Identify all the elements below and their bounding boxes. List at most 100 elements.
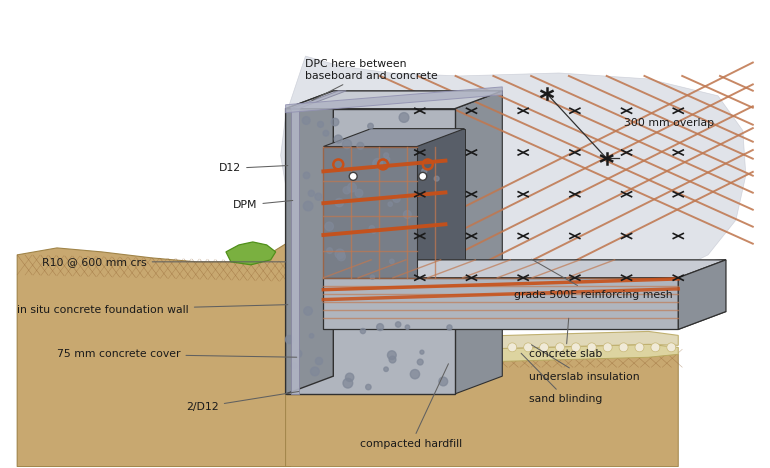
Text: concrete slab: concrete slab: [529, 318, 602, 359]
Polygon shape: [678, 260, 726, 329]
Circle shape: [377, 324, 383, 330]
Circle shape: [387, 351, 397, 359]
Circle shape: [310, 334, 313, 338]
Circle shape: [571, 343, 581, 352]
Circle shape: [439, 377, 447, 386]
Circle shape: [325, 222, 333, 231]
Circle shape: [399, 113, 409, 122]
Circle shape: [365, 343, 373, 352]
Polygon shape: [290, 91, 346, 109]
Circle shape: [383, 153, 389, 158]
Circle shape: [370, 275, 374, 279]
Circle shape: [555, 343, 564, 352]
Circle shape: [373, 159, 383, 168]
Circle shape: [346, 373, 353, 381]
Circle shape: [372, 229, 376, 233]
Circle shape: [343, 139, 352, 149]
Polygon shape: [286, 91, 333, 394]
Circle shape: [396, 322, 401, 327]
Circle shape: [476, 343, 485, 352]
Circle shape: [447, 325, 452, 330]
Circle shape: [310, 367, 320, 376]
Circle shape: [492, 343, 501, 352]
Polygon shape: [296, 344, 678, 367]
Circle shape: [635, 343, 644, 352]
Text: R10 @ 600 mm crs: R10 @ 600 mm crs: [42, 257, 286, 267]
Circle shape: [393, 195, 400, 202]
Text: grade 500E reinforcing mesh: grade 500E reinforcing mesh: [514, 259, 673, 300]
Polygon shape: [286, 109, 454, 394]
Circle shape: [294, 350, 302, 358]
Circle shape: [343, 378, 353, 388]
Circle shape: [337, 253, 346, 261]
Circle shape: [540, 343, 548, 352]
Circle shape: [286, 336, 293, 344]
Circle shape: [343, 187, 350, 194]
Circle shape: [651, 343, 660, 352]
Polygon shape: [290, 109, 299, 394]
Polygon shape: [323, 146, 417, 278]
Circle shape: [317, 121, 323, 127]
Circle shape: [333, 343, 342, 352]
Polygon shape: [17, 244, 290, 467]
Circle shape: [304, 307, 313, 315]
Text: underslab insulation: underslab insulation: [529, 345, 640, 382]
Circle shape: [368, 123, 373, 129]
Circle shape: [355, 189, 363, 197]
Circle shape: [303, 201, 313, 211]
Circle shape: [357, 142, 363, 149]
Circle shape: [316, 358, 323, 365]
Circle shape: [417, 359, 424, 365]
Polygon shape: [280, 56, 746, 288]
Polygon shape: [323, 278, 678, 329]
Circle shape: [383, 367, 388, 372]
Circle shape: [350, 172, 357, 180]
Circle shape: [388, 202, 393, 206]
Text: 2/D12: 2/D12: [186, 392, 299, 412]
Polygon shape: [226, 242, 276, 265]
Circle shape: [588, 343, 596, 352]
Circle shape: [386, 157, 390, 161]
Circle shape: [369, 226, 374, 231]
Polygon shape: [323, 312, 726, 329]
Circle shape: [334, 135, 342, 143]
Circle shape: [419, 172, 427, 180]
Circle shape: [403, 211, 411, 219]
Polygon shape: [286, 336, 678, 467]
Text: sand blinding: sand blinding: [521, 353, 602, 404]
Text: DPC here between
baseboard and concrete: DPC here between baseboard and concrete: [306, 59, 438, 101]
Circle shape: [428, 343, 437, 352]
Circle shape: [291, 363, 297, 368]
Polygon shape: [286, 87, 502, 113]
Text: compacted hardfill: compacted hardfill: [360, 364, 462, 449]
Circle shape: [507, 343, 517, 352]
Circle shape: [405, 325, 410, 329]
Polygon shape: [286, 91, 502, 109]
Circle shape: [460, 343, 469, 352]
Circle shape: [317, 343, 326, 352]
Circle shape: [413, 343, 421, 352]
Circle shape: [667, 343, 676, 352]
Circle shape: [422, 168, 427, 174]
Circle shape: [434, 176, 439, 181]
Circle shape: [308, 190, 314, 197]
Polygon shape: [299, 331, 678, 354]
Circle shape: [366, 384, 371, 390]
Circle shape: [301, 343, 310, 352]
Circle shape: [326, 248, 333, 254]
Circle shape: [619, 343, 628, 352]
Text: 75 mm concrete cover: 75 mm concrete cover: [57, 349, 296, 359]
Circle shape: [315, 193, 322, 200]
Circle shape: [524, 343, 533, 352]
Polygon shape: [323, 129, 464, 146]
Circle shape: [349, 343, 357, 352]
Circle shape: [335, 198, 343, 207]
Circle shape: [303, 172, 310, 179]
Text: DPM: DPM: [233, 200, 293, 210]
Circle shape: [331, 118, 339, 126]
Circle shape: [380, 343, 390, 352]
Polygon shape: [454, 260, 726, 278]
Circle shape: [420, 350, 424, 354]
Circle shape: [444, 343, 453, 352]
Circle shape: [335, 249, 344, 258]
